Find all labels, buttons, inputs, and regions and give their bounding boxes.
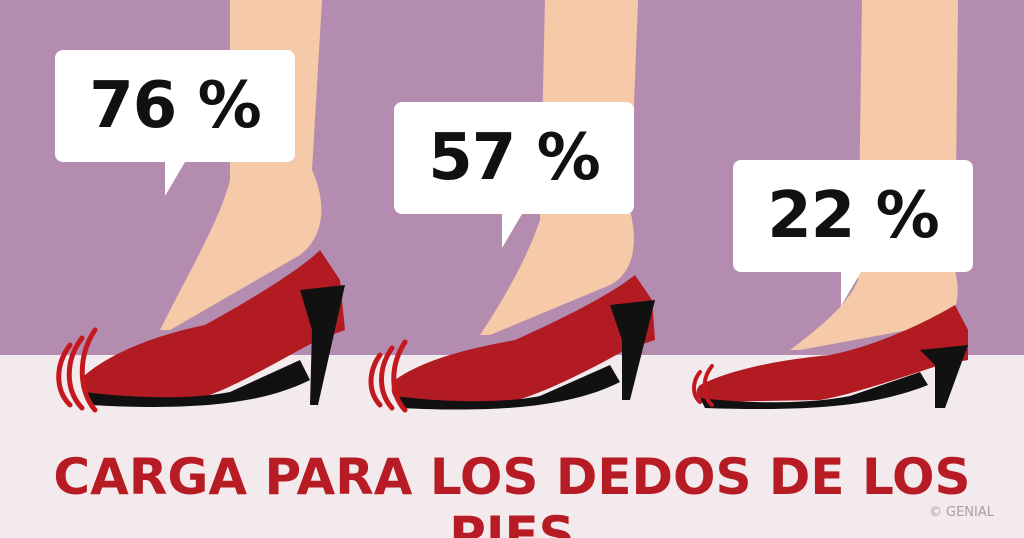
- shoe-1: [81, 250, 345, 398]
- percentage-label-2: 57 %: [428, 121, 600, 195]
- speech-bubble-3: 22 %: [733, 160, 973, 306]
- pressure-mark-1c: [79, 327, 98, 413]
- pressure-mark-2c: [391, 339, 408, 413]
- caption-title: CARGA PARA LOS DEDOS DE LOS PIES: [53, 448, 971, 538]
- percentage-label-3: 22 %: [767, 179, 939, 253]
- speech-bubble-1: 76 %: [55, 50, 295, 196]
- pressure-mark-1b: [66, 335, 85, 411]
- sole-2: [395, 365, 620, 410]
- credit-watermark: © GENIAL: [928, 505, 994, 520]
- shoe-3: [696, 305, 968, 402]
- pressure-mark-3b: [702, 364, 714, 407]
- sole-1: [85, 360, 310, 408]
- pressure-mark-2b: [379, 345, 395, 411]
- shoe-2: [391, 275, 655, 402]
- pressure-mark-2a: [368, 352, 383, 408]
- percentage-label-1: 76 %: [89, 69, 261, 143]
- heel-3: [920, 345, 968, 408]
- pressure-mark-1a: [56, 342, 73, 408]
- sole-3: [700, 372, 928, 410]
- pressure-mark-3a: [692, 370, 702, 404]
- speech-bubble-2: 57 %: [394, 102, 634, 248]
- heel-1: [300, 285, 345, 405]
- heel-2: [610, 300, 655, 400]
